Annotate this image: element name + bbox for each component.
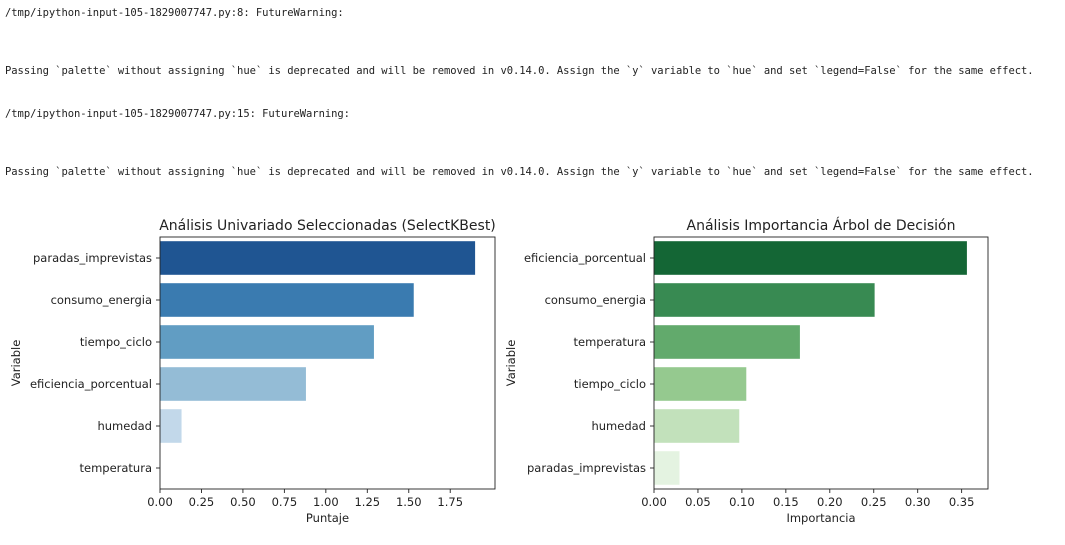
bar-humedad <box>654 409 740 443</box>
warning-line-2: /tmp/ipython-input-105-1829007747.py:15:… <box>5 108 350 120</box>
x-tick-label: 0.75 <box>272 495 298 509</box>
bar-paradas_imprevistas <box>160 241 476 275</box>
x-tick-label: 0.35 <box>949 495 975 509</box>
y-tick-label: humedad <box>591 419 646 433</box>
x-tick-label: 1.50 <box>396 495 422 509</box>
bar-paradas_imprevistas <box>654 451 680 485</box>
y-tick-label: tiempo_ciclo <box>574 377 646 391</box>
x-tick-label: 0.05 <box>685 495 711 509</box>
bar-eficiencia_porcentual <box>654 241 967 275</box>
y-tick-label: temperatura <box>573 335 646 349</box>
y-tick-label: eficiencia_porcentual <box>524 251 646 265</box>
warning-line-1: /tmp/ipython-input-105-1829007747.py:8: … <box>5 7 344 19</box>
bar-eficiencia_porcentual <box>160 367 306 401</box>
y-tick-label: consumo_energia <box>545 293 646 307</box>
y-axis-label: Variable <box>9 340 23 387</box>
chart-decision-tree: eficiencia_porcentual consumo_energiatemp… <box>504 217 989 525</box>
x-tick-label: 0.00 <box>147 495 173 509</box>
y-axis-label: Variable <box>504 340 518 387</box>
x-tick-label: 1.25 <box>354 495 380 509</box>
x-tick-label: 1.75 <box>437 495 463 509</box>
y-tick-label: humedad <box>97 419 152 433</box>
bar-tiempo_ciclo <box>654 367 747 401</box>
x-tick-label: 0.50 <box>230 495 256 509</box>
x-tick-label: 0.25 <box>861 495 887 509</box>
x-tick-label: 0.25 <box>189 495 215 509</box>
axes-frame <box>159 236 496 490</box>
chart-title: Análisis Univariado Seleccionadas (Selec… <box>159 218 496 234</box>
bar-humedad <box>160 409 182 443</box>
warning-message-1: Passing `palette` without assigning `hue… <box>5 65 1034 77</box>
y-tick-label: paradas_imprevistas <box>527 461 646 475</box>
warning-message-2: Passing `palette` without assigning `hue… <box>5 166 1034 178</box>
axes-frame <box>653 236 989 490</box>
x-axis-label: Puntaje <box>306 511 349 525</box>
x-tick-label: 0.20 <box>817 495 843 509</box>
x-tick-label: 0.10 <box>729 495 755 509</box>
bar-temperatura <box>654 325 800 359</box>
x-tick-label: 0.15 <box>773 495 799 509</box>
x-tick-label: 1.00 <box>313 495 339 509</box>
y-tick-label: consumo_energia <box>51 293 152 307</box>
y-tick-label: tiempo_ciclo <box>80 335 152 349</box>
y-tick-label: temperatura <box>79 461 152 475</box>
y-tick-label: eficiencia_porcentual <box>30 377 152 391</box>
chart-title: Análisis Importancia Árbol de Decisión <box>687 217 956 234</box>
x-axis-label: Importancia <box>786 511 855 525</box>
x-tick-label: 0.00 <box>641 495 667 509</box>
chart-selectkbest: paradas_imprevistas consumo_energiatiempo… <box>9 218 496 525</box>
y-tick-label: paradas_imprevistas <box>33 251 152 265</box>
bar-consumo_energia <box>160 283 414 317</box>
bar-tiempo_ciclo <box>160 325 374 359</box>
x-tick-label: 0.30 <box>905 495 931 509</box>
bar-consumo_energia <box>654 283 875 317</box>
